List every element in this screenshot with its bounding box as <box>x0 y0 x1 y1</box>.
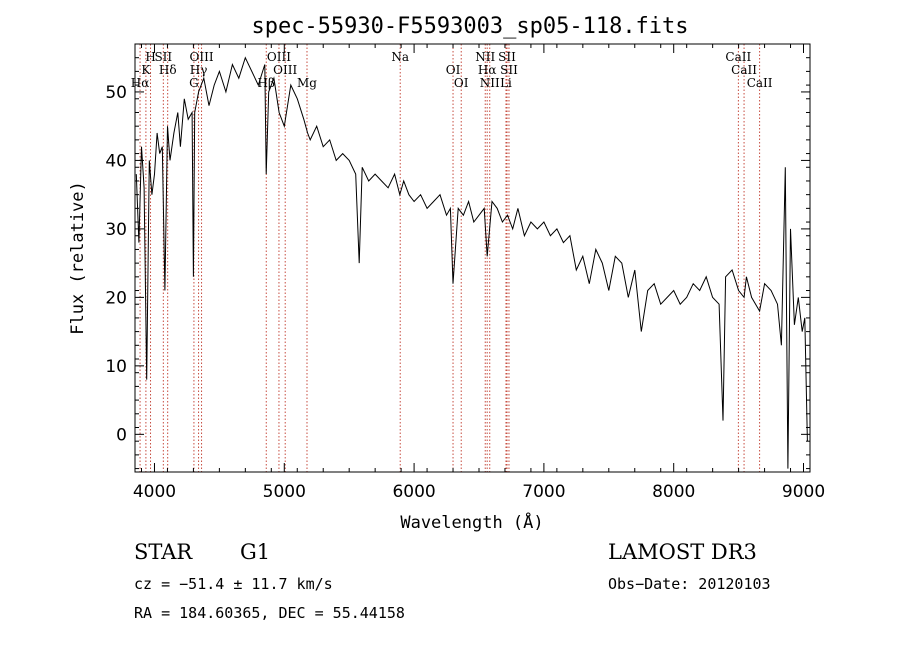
y-tick-label: 10 <box>105 357 127 377</box>
coords-text: RA = 184.60365, DEC = 55.44158 <box>134 604 405 622</box>
x-tick-label: 7000 <box>522 482 565 502</box>
emission-line-label: SII <box>500 63 518 77</box>
emission-line-label: OIII <box>190 50 214 64</box>
x-axis-label: Wavelength (Å) <box>400 511 543 533</box>
emission-line-label: CaII <box>731 63 757 77</box>
x-tick-label: 9000 <box>782 482 825 502</box>
emission-line-label: SII <box>154 50 172 64</box>
survey-name: LAMOST DR3 <box>608 540 757 564</box>
emission-line-label: Li <box>500 76 512 90</box>
emission-line-label: OI <box>446 63 461 77</box>
redshift-text: cz = −51.4 ± 11.7 km/s <box>134 575 333 593</box>
emission-line-label: K <box>141 63 151 77</box>
emission-line-label: OI <box>454 76 469 90</box>
y-tick-label: 0 <box>116 425 127 445</box>
emission-line-label: CaII <box>747 76 773 90</box>
emission-line-label: NII <box>480 76 500 90</box>
object-subclass: G1 <box>240 540 271 564</box>
plot-frame <box>134 43 811 473</box>
emission-line-label: CaII <box>725 50 751 64</box>
y-tick-label: 20 <box>105 288 127 308</box>
y-tick-label: 50 <box>105 83 127 103</box>
y-tick-label: 40 <box>105 151 127 171</box>
y-tick-label: 30 <box>105 220 127 240</box>
emission-line-label: G <box>189 76 199 90</box>
emission-line-label: OIII <box>267 50 291 64</box>
obs-date-text: Obs−Date: 20120103 <box>608 575 771 593</box>
emission-line-label: OIII <box>273 63 297 77</box>
object-class: STAR <box>134 540 193 564</box>
emission-line-label: Hα <box>131 76 150 90</box>
chart-title: spec-55930-F5593003_sp05-118.fits <box>251 14 688 39</box>
spectrum-series-line <box>135 56 808 469</box>
emission-line-label: Hα <box>478 63 497 77</box>
emission-line-label: Hδ <box>159 63 177 77</box>
emission-line-label: Hγ <box>190 63 208 77</box>
y-axis-label: Flux (relative) <box>68 181 88 335</box>
emission-line-label: Mg <box>297 76 317 90</box>
x-tick-label: 5000 <box>263 482 306 502</box>
emission-line-label: NII <box>475 50 495 64</box>
emission-line-label: H <box>145 50 155 64</box>
x-tick-label: 4000 <box>133 482 176 502</box>
x-tick-label: 8000 <box>652 482 695 502</box>
x-tick-label: 6000 <box>392 482 435 502</box>
emission-line-label: Na <box>391 50 409 64</box>
emission-line-label: SII <box>498 50 516 64</box>
